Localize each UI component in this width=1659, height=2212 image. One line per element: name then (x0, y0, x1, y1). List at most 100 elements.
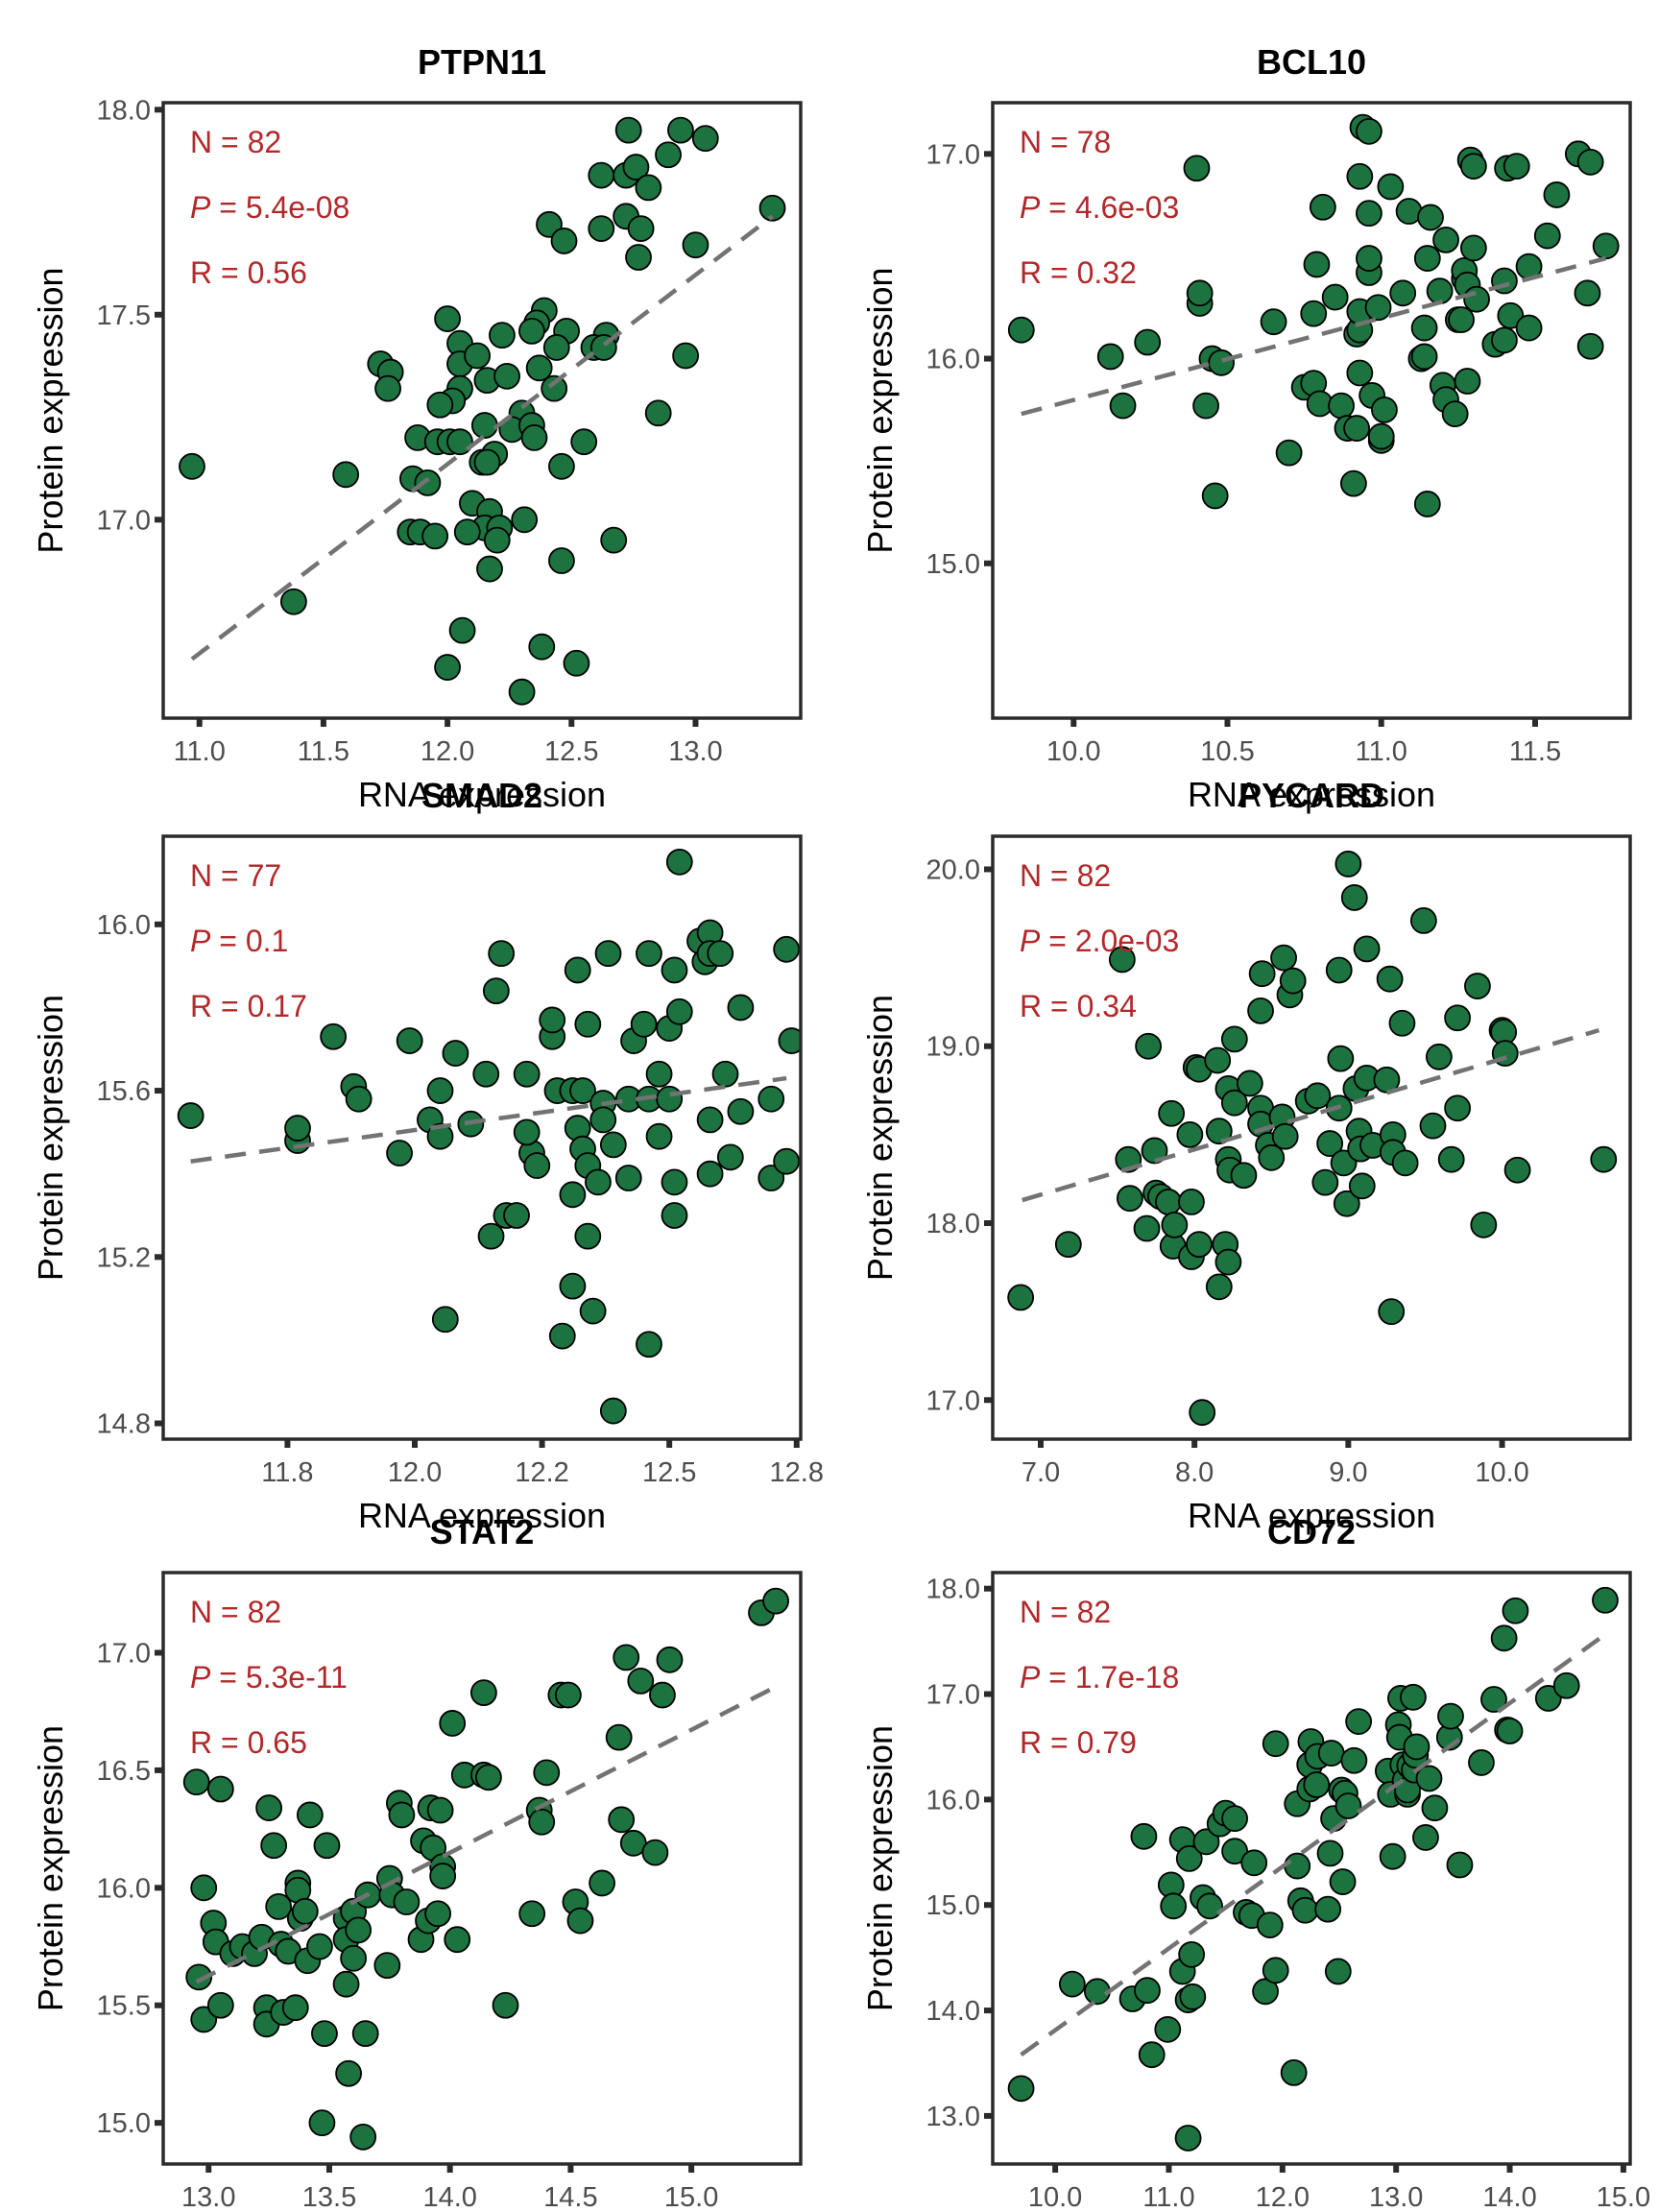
data-point (1316, 1839, 1344, 1867)
data-point (475, 1764, 502, 1791)
data-point (1400, 1683, 1427, 1711)
data-point (1300, 300, 1328, 327)
y-tick-label: 17.0 (97, 1638, 151, 1669)
data-point (1108, 946, 1136, 974)
data-point (1161, 1211, 1189, 1238)
data-point (574, 1222, 602, 1250)
data-point (1356, 200, 1382, 228)
data-point (627, 215, 655, 243)
data-point (182, 1768, 210, 1796)
stat-p: P = 5.4e-08 (190, 190, 349, 225)
data-point (431, 1306, 459, 1334)
data-point (1196, 1892, 1223, 1920)
data-point (1533, 222, 1561, 250)
data-point (296, 1801, 324, 1829)
x-tick-label: 14.0 (1482, 2182, 1536, 2212)
data-point (311, 2020, 338, 2048)
data-point (1425, 1043, 1453, 1070)
data-point (1230, 1162, 1258, 1190)
data-point (1371, 396, 1398, 423)
data-point (625, 244, 652, 271)
data-point (1155, 1188, 1182, 1215)
data-point (548, 452, 575, 480)
data-point (426, 1122, 454, 1150)
data-point (559, 1272, 587, 1300)
x-tick-label: 14.5 (543, 2182, 597, 2212)
data-point (470, 412, 498, 439)
data-point (444, 1926, 471, 1954)
x-tick-label: 11.0 (1356, 736, 1407, 767)
data-point (179, 452, 205, 480)
stat-p-value: = 0.1 (210, 924, 288, 958)
plot-area (182, 1587, 790, 2151)
x-axis-title: RNA expression (1188, 775, 1435, 814)
data-point (1464, 973, 1491, 999)
data-point (1592, 232, 1620, 260)
trend-line (190, 214, 774, 661)
data-point (1468, 1749, 1495, 1776)
stat-p-label: P (1020, 924, 1041, 958)
data-point (1174, 2125, 1202, 2152)
data-point (1340, 884, 1368, 911)
data-point (696, 1106, 724, 1134)
data-point (1463, 285, 1490, 313)
data-point (1262, 1730, 1289, 1758)
data-point (1248, 960, 1276, 988)
data-point (1324, 1958, 1352, 1985)
data-point (665, 848, 693, 876)
panel-ptpn11: PTPN11 11.0 11.5 12.0 12.5 13.0 17.0 17.5 18.0 RN… (31, 42, 803, 814)
data-point (665, 998, 693, 1025)
data-point (1340, 1746, 1368, 1774)
panel-title: SMAD2 (421, 776, 542, 815)
data-point (1309, 193, 1336, 221)
data-point (525, 354, 553, 382)
data-point (1138, 2041, 1166, 2069)
data-point (284, 1115, 311, 1142)
y-tick-label: 17.0 (926, 139, 980, 170)
data-point (1480, 1686, 1507, 1713)
stat-p-value: = 5.3e-11 (210, 1660, 348, 1695)
y-tick-label: 18.0 (926, 1209, 980, 1239)
data-point (566, 1907, 594, 1935)
data-point (1221, 1805, 1249, 1833)
data-point (518, 317, 545, 345)
data-point (340, 1944, 368, 1972)
y-axis-title: Protein expression (860, 1725, 900, 2011)
data-point (1275, 439, 1303, 467)
data-point (1334, 851, 1362, 878)
data-point (351, 2020, 379, 2048)
x-tick-label: 12.2 (515, 1457, 568, 1488)
x-tick-label: 12.5 (642, 1457, 696, 1488)
plot-border (161, 101, 803, 720)
data-point (1459, 234, 1487, 262)
data-point (707, 940, 734, 968)
data-point (599, 1397, 627, 1425)
x-tick-label: 8.0 (1175, 1457, 1214, 1488)
data-point (1214, 1248, 1242, 1276)
data-point (778, 1027, 801, 1054)
stat-n: N = 82 (1020, 858, 1111, 893)
y-tick-label: 13.0 (926, 2102, 980, 2132)
data-point (1515, 314, 1543, 342)
data-point (541, 374, 568, 402)
panel-cd72: CD72 10.0 11.0 12.0 13.0 14.0 15.0 13.0 14.0 15.0… (860, 1512, 1650, 2212)
data-point (349, 2123, 377, 2151)
data-point (1534, 1685, 1562, 1712)
plot-area (1007, 1586, 1619, 2152)
y-tick-label: 16.0 (97, 910, 151, 941)
data-point (1356, 245, 1382, 272)
x-tick-label: 12.5 (544, 736, 598, 767)
trend-line (195, 1686, 775, 1984)
data-point (280, 588, 307, 615)
data-point (622, 154, 650, 180)
stat-p: P = 1.7e-18 (1020, 1660, 1179, 1695)
data-point (1303, 251, 1331, 278)
data-point (1201, 482, 1229, 510)
data-point (599, 1131, 627, 1159)
y-tick-label: 15.2 (97, 1242, 151, 1273)
data-point (564, 956, 591, 984)
y-tick-label: 19.0 (926, 1032, 980, 1063)
data-point (1503, 1156, 1531, 1184)
stat-p-value: = 4.6e-03 (1040, 190, 1179, 225)
data-point (1376, 965, 1404, 993)
